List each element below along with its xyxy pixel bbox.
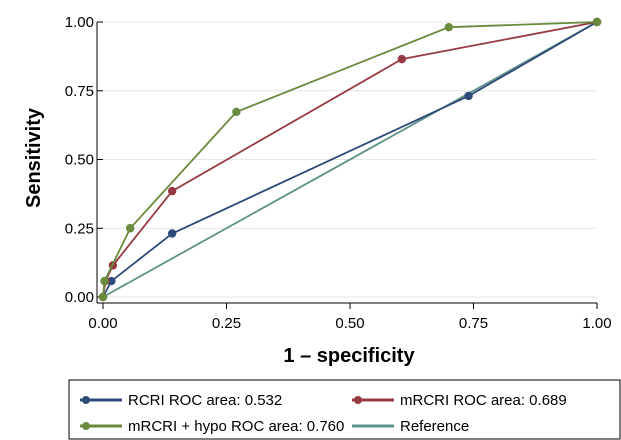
data-point	[98, 292, 108, 302]
x-tick-label: 0.00	[88, 315, 117, 332]
data-point	[100, 276, 109, 286]
y-tick-label: 0.00	[65, 289, 94, 306]
x-tick-label: 0.75	[459, 315, 488, 332]
series-layer	[98, 17, 602, 302]
data-point	[167, 186, 177, 196]
x-tick-label: 0.25	[212, 315, 241, 332]
y-tick-label: 0.50	[65, 152, 94, 169]
data-point	[464, 91, 473, 101]
data-point	[125, 224, 135, 233]
x-tick-label: 0.50	[335, 315, 364, 332]
y-tick-label: 1.00	[65, 14, 94, 31]
legend-marker	[82, 422, 90, 430]
y-tick-label: 0.75	[65, 83, 94, 100]
data-point	[232, 107, 241, 117]
series-line	[102, 21, 598, 298]
legend-box	[68, 379, 621, 440]
y-axis-title: Sensitivity	[23, 107, 45, 208]
legend: RCRI ROC area: 0.532 mRCRI ROC area: 0.68…	[68, 379, 621, 440]
legend-label: RCRI ROC area: 0.532	[128, 392, 282, 409]
x-axis-title: 1 – specificity	[283, 345, 415, 367]
legend-marker	[354, 396, 362, 404]
data-point	[167, 229, 177, 238]
legend-marker	[82, 396, 90, 404]
legend-label: mRCRI + hypo ROC area: 0.760	[128, 418, 344, 435]
legend-label: mRCRI ROC area: 0.689	[400, 392, 567, 409]
data-point	[592, 17, 602, 27]
data-point	[107, 276, 116, 286]
axes	[96, 21, 598, 309]
data-point	[444, 23, 453, 32]
x-tick-label: 1.00	[582, 315, 611, 332]
data-point	[397, 54, 407, 64]
tick-labels: 0.00 0.25 0.50 0.75 1.00 0.00 0.25 0.50 0.75 1.00	[65, 14, 612, 332]
y-tick-label: 0.25	[65, 220, 94, 237]
legend-label: Reference	[400, 418, 469, 435]
